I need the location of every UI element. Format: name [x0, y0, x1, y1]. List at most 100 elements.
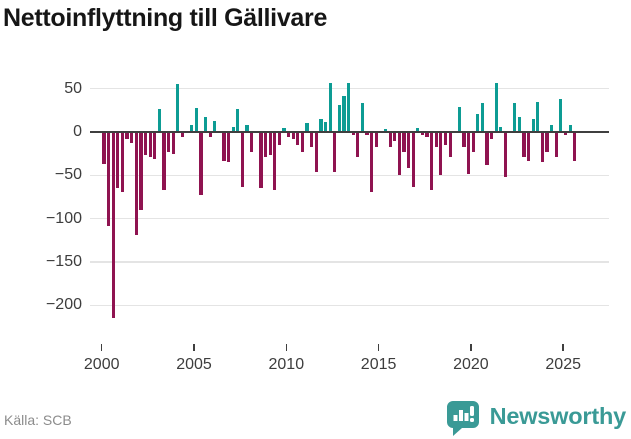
- bar-2018-Q3: [443, 132, 448, 145]
- bar-2022-Q2: [513, 102, 517, 132]
- bar-2008-Q1: [250, 132, 254, 152]
- bar-2015-Q4: [393, 132, 397, 141]
- y-gridline: [90, 304, 609, 307]
- bar-2003-Q1: [157, 108, 161, 132]
- bar-2002-Q2: [143, 132, 148, 156]
- bar-2024-Q1: [545, 132, 549, 152]
- bar-2023-Q1: [526, 132, 531, 161]
- bar-2010-Q4: [300, 132, 305, 152]
- bar-2011-Q4: [319, 118, 323, 132]
- newsworthy-logo: Newsworthy: [444, 397, 626, 437]
- y-gridline: [90, 217, 609, 220]
- bar-2020-Q3: [480, 103, 485, 132]
- bar-2009-Q1: [268, 132, 272, 156]
- bar-2015-Q3: [388, 132, 392, 147]
- bar-2001-Q4: [134, 132, 138, 236]
- bar-2006-Q4: [227, 132, 231, 163]
- bar-2010-Q1: [287, 132, 291, 138]
- bar-2002-Q1: [139, 132, 143, 210]
- bar-2024-Q2: [550, 125, 554, 132]
- bar-2012-Q1: [323, 121, 328, 132]
- bar-2022-Q3: [517, 117, 521, 132]
- bar-2004-Q1: [176, 84, 180, 132]
- bar-2000-Q2: [107, 132, 111, 226]
- bar-2014-Q4: [374, 132, 378, 147]
- y-axis-tick-label: 50: [64, 79, 82, 97]
- x-axis-tick-label: 2010: [268, 356, 305, 373]
- bar-2021-Q4: [503, 132, 508, 178]
- bar-2004-Q2: [180, 132, 185, 138]
- newsworthy-speech-bubble-chart-icon: [446, 401, 479, 436]
- bar-2018-Q4: [448, 132, 452, 158]
- x-axis-tick-label: 2015: [360, 356, 397, 373]
- bar-2012-Q2: [328, 83, 332, 132]
- bar-2010-Q2: [291, 132, 295, 139]
- bar-2009-Q3: [277, 132, 281, 145]
- bar-2011-Q3: [314, 132, 318, 172]
- bar-2017-Q4: [430, 132, 434, 191]
- bar-2014-Q2: [365, 132, 369, 136]
- bar-2012-Q3: [333, 132, 337, 172]
- bar-2023-Q2: [531, 118, 535, 132]
- x-axis-tick-label: 2000: [83, 356, 120, 373]
- bar-2007-Q2: [236, 109, 240, 132]
- bar-2016-Q3: [406, 132, 411, 169]
- bar-2025-Q1: [563, 132, 568, 136]
- x-axis-tick-label: 2025: [545, 356, 581, 373]
- y-axis-tick-label: −50: [54, 166, 82, 184]
- bar-2001-Q1: [120, 132, 125, 192]
- bar-2009-Q2: [273, 132, 277, 191]
- bar-2011-Q2: [310, 132, 314, 147]
- bar-2023-Q3: [536, 101, 540, 132]
- y-gridline: [90, 261, 609, 263]
- bar-2001-Q2: [125, 132, 129, 139]
- bar-2019-Q3: [462, 132, 466, 147]
- bar-2006-Q3: [222, 132, 226, 161]
- bar-2017-Q2: [420, 132, 425, 136]
- bar-2005-Q2: [199, 132, 203, 196]
- x-axis-tick-mark: [285, 344, 288, 351]
- bar-2006-Q1: [213, 120, 217, 132]
- y-axis-tick-label: −100: [45, 209, 82, 227]
- x-axis-tick-label: 2020: [453, 356, 489, 373]
- bar-2013-Q4: [356, 132, 360, 158]
- bar-2023-Q4: [540, 132, 545, 163]
- bar-2025-Q2: [568, 125, 572, 132]
- bar-2012-Q4: [337, 105, 341, 132]
- bar-2007-Q1: [231, 126, 235, 132]
- bar-2008-Q3: [259, 132, 263, 189]
- x-axis-tick-mark: [100, 344, 103, 351]
- bar-2019-Q2: [457, 106, 461, 132]
- x-axis-tick-mark: [562, 344, 564, 351]
- bar-2003-Q4: [171, 132, 175, 154]
- bar-2001-Q3: [130, 132, 134, 144]
- bar-2000-Q3: [111, 132, 115, 319]
- bar-2019-Q4: [466, 132, 471, 174]
- bar-2017-Q1: [416, 127, 420, 132]
- bar-2005-Q4: [208, 132, 212, 138]
- bar-2020-Q2: [476, 113, 480, 132]
- x-axis-tick-label: 2005: [176, 356, 212, 373]
- zero-axis-line: [90, 130, 609, 134]
- bar-2018-Q2: [439, 132, 443, 176]
- bar-2005-Q1: [194, 107, 198, 132]
- chart-title: Nettoinflyttning till Gällivare: [3, 4, 328, 32]
- bar-2016-Q1: [397, 132, 401, 176]
- bar-2014-Q3: [370, 132, 374, 192]
- bar-2013-Q3: [351, 132, 355, 136]
- source-note: Källa: SCB: [4, 412, 72, 428]
- bar-2024-Q4: [559, 99, 563, 132]
- bar-2021-Q1: [490, 132, 494, 139]
- x-axis-tick-mark: [377, 344, 380, 351]
- bar-2020-Q4: [485, 132, 489, 165]
- newsworthy-wordmark: Newsworthy: [489, 402, 627, 429]
- bar-2021-Q2: [494, 82, 498, 132]
- bar-2004-Q4: [190, 125, 194, 132]
- y-axis-tick-label: −150: [45, 253, 82, 270]
- bar-2014-Q1: [360, 102, 365, 132]
- bar-2010-Q3: [296, 132, 300, 145]
- bar-2013-Q1: [342, 95, 346, 132]
- bar-2002-Q4: [153, 132, 157, 159]
- bar-2020-Q1: [471, 132, 475, 152]
